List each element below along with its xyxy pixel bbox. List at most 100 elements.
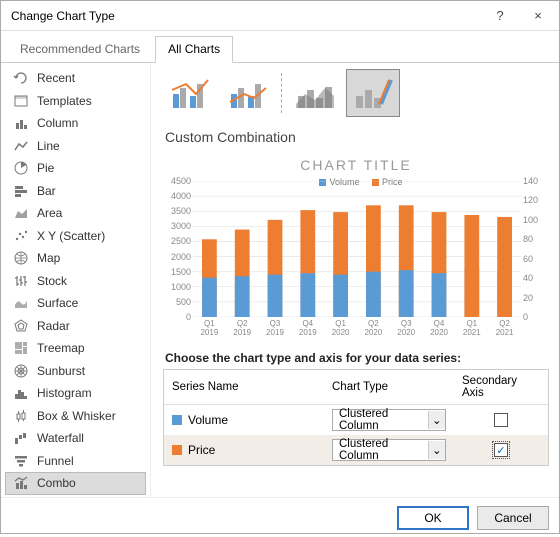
sidebar-item-label: Surface: [37, 296, 78, 310]
sidebar-item-label: Treemap: [37, 341, 85, 355]
templates-icon: [13, 93, 29, 109]
sidebar-item-sunburst[interactable]: Sunburst: [5, 360, 146, 383]
dropdown-value: Clustered Column: [339, 408, 428, 432]
pie-icon: [13, 160, 29, 176]
chart-plot: [193, 181, 521, 317]
dialog-footer: OK Cancel: [1, 497, 559, 537]
treemap-icon: [13, 340, 29, 356]
chevron-down-icon: ⌄: [428, 441, 445, 459]
map-icon: [13, 250, 29, 266]
stock-icon: [13, 273, 29, 289]
sidebar-item-column[interactable]: Column: [5, 112, 146, 135]
area-icon: [13, 205, 29, 221]
subtype-clustered-line-secondary[interactable]: [221, 69, 275, 117]
chart-title: CHART TITLE: [169, 157, 543, 173]
sidebar-item-label: Funnel: [37, 454, 74, 468]
tab-all-charts[interactable]: All Charts: [155, 36, 233, 63]
sidebar-item-label: Recent: [37, 71, 75, 85]
sidebar-item-label: Area: [37, 206, 62, 220]
secondary-axis-checkbox-price[interactable]: ✓: [494, 443, 508, 457]
hdr-secondary-axis: Secondary Axis: [454, 370, 548, 404]
sidebar-item-xy-scatter[interactable]: X Y (Scatter): [5, 225, 146, 248]
close-button[interactable]: ×: [519, 2, 557, 30]
subtype-icon: [293, 74, 337, 112]
sidebar-item-label: Column: [37, 116, 78, 130]
subtype-icon: [351, 74, 395, 112]
sidebar-item-line[interactable]: Line: [5, 135, 146, 158]
line-icon: [13, 138, 29, 154]
sidebar-item-radar[interactable]: Radar: [5, 315, 146, 338]
hdr-chart-type: Chart Type: [324, 376, 454, 398]
sidebar-item-label: Pie: [37, 161, 54, 175]
series-name: Volume: [188, 413, 228, 427]
sidebar-item-templates[interactable]: Templates: [5, 90, 146, 113]
combo-icon: [13, 475, 29, 491]
chart-type-dropdown-volume[interactable]: Clustered Column ⌄: [332, 409, 446, 431]
column-icon: [13, 115, 29, 131]
sidebar-item-label: Waterfall: [37, 431, 84, 445]
subtype-custom-combination[interactable]: [346, 69, 400, 117]
sidebar-item-label: Map: [37, 251, 60, 265]
ok-button[interactable]: OK: [397, 506, 469, 530]
sidebar-item-histogram[interactable]: Histogram: [5, 382, 146, 405]
tab-strip: Recommended Charts All Charts: [1, 31, 559, 63]
chevron-down-icon: ⌄: [428, 411, 445, 429]
sidebar-item-surface[interactable]: Surface: [5, 292, 146, 315]
sidebar-item-treemap[interactable]: Treemap: [5, 337, 146, 360]
waterfall-icon: [13, 430, 29, 446]
series-row-price: Price Clustered Column ⌄ ✓: [164, 435, 548, 465]
titlebar: Change Chart Type ? ×: [1, 1, 559, 31]
surface-icon: [13, 295, 29, 311]
sidebar-item-waterfall[interactable]: Waterfall: [5, 427, 146, 450]
series-swatch: [172, 415, 182, 425]
series-section-title: Choose the chart type and axis for your …: [165, 351, 549, 365]
main-panel: Custom Combination CHART TITLE Volume Pr…: [151, 63, 559, 497]
series-table-header: Series Name Chart Type Secondary Axis: [164, 370, 548, 405]
sidebar-item-combo[interactable]: Combo: [5, 472, 146, 495]
sidebar-item-box-whisker[interactable]: Box & Whisker: [5, 405, 146, 428]
tab-recommended[interactable]: Recommended Charts: [7, 36, 153, 63]
funnel-icon: [13, 453, 29, 469]
chart-preview[interactable]: CHART TITLE Volume Price 050010001500200…: [163, 151, 549, 345]
sidebar-item-label: Templates: [37, 94, 92, 108]
sidebar-item-label: Line: [37, 139, 60, 153]
subtype-icon: [226, 74, 270, 112]
histogram-icon: [13, 385, 29, 401]
sidebar-item-label: Stock: [37, 274, 67, 288]
section-title: Custom Combination: [165, 129, 549, 145]
subtype-clustered-line[interactable]: [163, 69, 217, 117]
window-title: Change Chart Type: [11, 9, 481, 23]
box-whisker-icon: [13, 408, 29, 424]
sidebar-item-map[interactable]: Map: [5, 247, 146, 270]
subtype-icon: [168, 74, 212, 112]
sidebar-item-stock[interactable]: Stock: [5, 270, 146, 293]
sidebar-item-label: Radar: [37, 319, 70, 333]
sidebar-item-area[interactable]: Area: [5, 202, 146, 225]
dropdown-value: Clustered Column: [339, 438, 428, 462]
bar-icon: [13, 183, 29, 199]
hdr-series-name: Series Name: [164, 376, 324, 398]
sidebar-item-recent[interactable]: Recent: [5, 67, 146, 90]
series-name: Price: [188, 443, 215, 457]
chart-category-sidebar: Recent Templates Column Line Pie Bar Are…: [1, 63, 151, 497]
scatter-icon: [13, 228, 29, 244]
series-table: Series Name Chart Type Secondary Axis Vo…: [163, 369, 549, 466]
subtype-stacked-area[interactable]: [288, 69, 342, 117]
sidebar-item-label: Combo: [37, 476, 76, 490]
secondary-axis-checkbox-volume[interactable]: [494, 413, 508, 427]
sidebar-item-bar[interactable]: Bar: [5, 180, 146, 203]
cancel-button[interactable]: Cancel: [477, 506, 549, 530]
series-swatch: [172, 445, 182, 455]
sidebar-item-label: X Y (Scatter): [37, 229, 105, 243]
sunburst-icon: [13, 363, 29, 379]
sidebar-item-label: Sunburst: [37, 364, 85, 378]
combo-subtype-row: [163, 69, 549, 117]
chart-type-dropdown-price[interactable]: Clustered Column ⌄: [332, 439, 446, 461]
sidebar-item-label: Box & Whisker: [37, 409, 116, 423]
sidebar-item-funnel[interactable]: Funnel: [5, 450, 146, 473]
radar-icon: [13, 318, 29, 334]
series-row-volume: Volume Clustered Column ⌄: [164, 405, 548, 435]
recent-icon: [13, 70, 29, 86]
help-button[interactable]: ?: [481, 2, 519, 30]
sidebar-item-pie[interactable]: Pie: [5, 157, 146, 180]
